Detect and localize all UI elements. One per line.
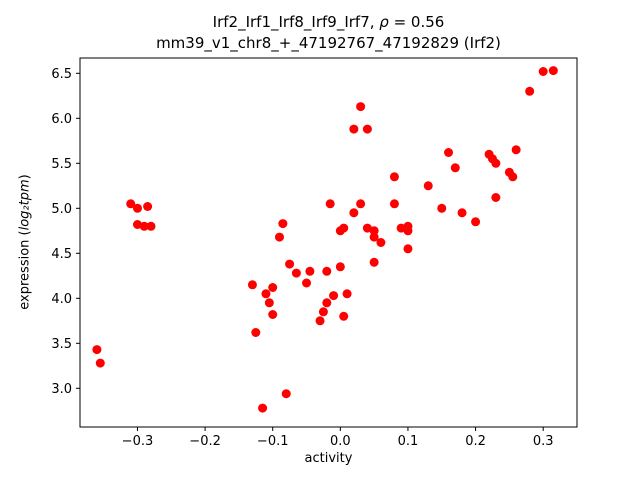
x-tick-label: −0.2 bbox=[189, 434, 221, 449]
data-point bbox=[305, 266, 315, 276]
data-point bbox=[291, 268, 301, 278]
data-point bbox=[278, 219, 288, 229]
data-point bbox=[437, 203, 447, 213]
data-point bbox=[548, 66, 558, 76]
y-tick-label: 5.5 bbox=[51, 157, 72, 172]
data-point bbox=[471, 217, 481, 227]
data-point bbox=[247, 280, 257, 290]
y-label-prefix: expression ( bbox=[17, 230, 33, 310]
y-axis-label: expression (log₂tpm) bbox=[18, 174, 33, 309]
data-point bbox=[508, 172, 518, 182]
data-point bbox=[318, 307, 328, 317]
data-point bbox=[362, 124, 372, 134]
y-tick-label: 5.0 bbox=[51, 202, 72, 217]
data-point bbox=[146, 221, 156, 231]
data-point bbox=[389, 199, 399, 209]
data-point bbox=[126, 199, 136, 209]
data-point bbox=[450, 163, 460, 173]
data-point bbox=[92, 345, 102, 355]
y-tick-label: 6.0 bbox=[51, 112, 72, 127]
title-rho-symbol: ρ bbox=[379, 13, 389, 31]
data-point bbox=[491, 193, 501, 202]
y-tick-label: 3.0 bbox=[51, 382, 72, 397]
y-tick-label: 6.5 bbox=[51, 67, 72, 82]
data-point bbox=[329, 291, 339, 301]
chart-title-line1: Irf2_Irf1_Irf8_Irf9_Irf7, ρ = 0.56 bbox=[80, 12, 577, 33]
title-rho-value: = 0.56 bbox=[388, 13, 445, 31]
data-point bbox=[322, 298, 332, 308]
data-point bbox=[132, 220, 142, 229]
y-label-math: log₂tpm bbox=[17, 179, 33, 231]
data-point bbox=[349, 124, 359, 134]
data-point bbox=[339, 311, 349, 321]
data-point bbox=[264, 298, 274, 308]
data-point bbox=[285, 259, 295, 269]
x-tick-label: 0.2 bbox=[465, 434, 486, 449]
data-point bbox=[322, 266, 332, 276]
data-point bbox=[281, 389, 291, 399]
title-motif-text: Irf2_Irf1_Irf8_Irf9_Irf7, bbox=[212, 13, 380, 31]
data-point bbox=[423, 181, 433, 191]
y-tick-label: 4.0 bbox=[51, 292, 72, 307]
data-point bbox=[511, 145, 521, 155]
data-point bbox=[139, 221, 149, 231]
data-point bbox=[342, 289, 352, 299]
data-point bbox=[356, 199, 366, 209]
data-point bbox=[369, 232, 379, 242]
data-point bbox=[274, 232, 284, 242]
data-point bbox=[403, 226, 413, 236]
data-point bbox=[95, 358, 105, 368]
data-point bbox=[538, 67, 548, 76]
data-point bbox=[335, 262, 345, 272]
data-point bbox=[356, 102, 366, 112]
data-point bbox=[268, 283, 278, 292]
data-point bbox=[325, 199, 335, 209]
y-label-suffix: ) bbox=[17, 174, 33, 180]
data-point bbox=[132, 203, 142, 213]
x-axis-label: activity bbox=[304, 451, 353, 466]
data-point bbox=[403, 244, 413, 254]
data-point bbox=[457, 208, 467, 218]
x-tick-label: 0.3 bbox=[533, 434, 554, 449]
data-point bbox=[349, 208, 359, 218]
axes-frame bbox=[79, 57, 578, 428]
data-point bbox=[396, 223, 406, 233]
data-point bbox=[369, 257, 379, 267]
x-tick-label: 0.1 bbox=[398, 434, 419, 449]
y-tick-label: 3.5 bbox=[51, 337, 72, 352]
data-point bbox=[525, 86, 535, 96]
x-tick-label: −0.1 bbox=[257, 434, 289, 449]
data-point bbox=[491, 158, 501, 168]
data-point bbox=[261, 289, 271, 299]
chart-title: Irf2_Irf1_Irf8_Irf9_Irf7, ρ = 0.56 mm39_… bbox=[80, 12, 577, 54]
data-point bbox=[339, 223, 349, 233]
data-point bbox=[389, 172, 399, 182]
data-point bbox=[315, 316, 325, 326]
data-point bbox=[251, 328, 261, 337]
x-tick-label: −0.3 bbox=[122, 434, 154, 449]
data-point bbox=[258, 403, 268, 413]
data-point bbox=[143, 202, 153, 211]
data-point bbox=[444, 148, 454, 157]
data-point bbox=[376, 238, 386, 247]
y-tick-label: 4.5 bbox=[51, 247, 72, 262]
chart-title-line2: mm39_v1_chr8_+_47192767_47192829 (Irf2) bbox=[156, 34, 501, 52]
x-tick-label: 0.0 bbox=[330, 434, 351, 449]
data-point bbox=[302, 278, 312, 288]
data-point bbox=[362, 223, 372, 233]
data-point bbox=[369, 226, 379, 236]
data-point bbox=[268, 310, 278, 319]
